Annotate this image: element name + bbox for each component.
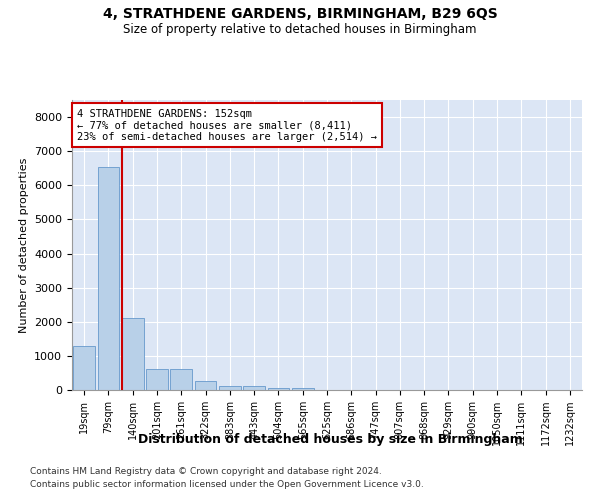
Bar xyxy=(73,346,95,390)
Text: 4, STRATHDENE GARDENS, BIRMINGHAM, B29 6QS: 4, STRATHDENE GARDENS, BIRMINGHAM, B29 6… xyxy=(103,8,497,22)
Bar xyxy=(292,388,314,390)
Text: 4 STRATHDENE GARDENS: 152sqm
← 77% of detached houses are smaller (8,411)
23% of: 4 STRATHDENE GARDENS: 152sqm ← 77% of de… xyxy=(77,108,377,142)
Bar xyxy=(219,386,241,390)
Bar xyxy=(170,369,192,390)
Text: Contains public sector information licensed under the Open Government Licence v3: Contains public sector information licen… xyxy=(30,480,424,489)
Text: Distribution of detached houses by size in Birmingham: Distribution of detached houses by size … xyxy=(137,432,523,446)
Text: Size of property relative to detached houses in Birmingham: Size of property relative to detached ho… xyxy=(123,22,477,36)
Bar xyxy=(122,318,143,390)
Bar xyxy=(243,386,265,390)
Bar xyxy=(194,382,217,390)
Bar xyxy=(97,166,119,390)
Bar xyxy=(268,388,289,390)
Y-axis label: Number of detached properties: Number of detached properties xyxy=(19,158,29,332)
Text: Contains HM Land Registry data © Crown copyright and database right 2024.: Contains HM Land Registry data © Crown c… xyxy=(30,468,382,476)
Bar xyxy=(146,369,168,390)
